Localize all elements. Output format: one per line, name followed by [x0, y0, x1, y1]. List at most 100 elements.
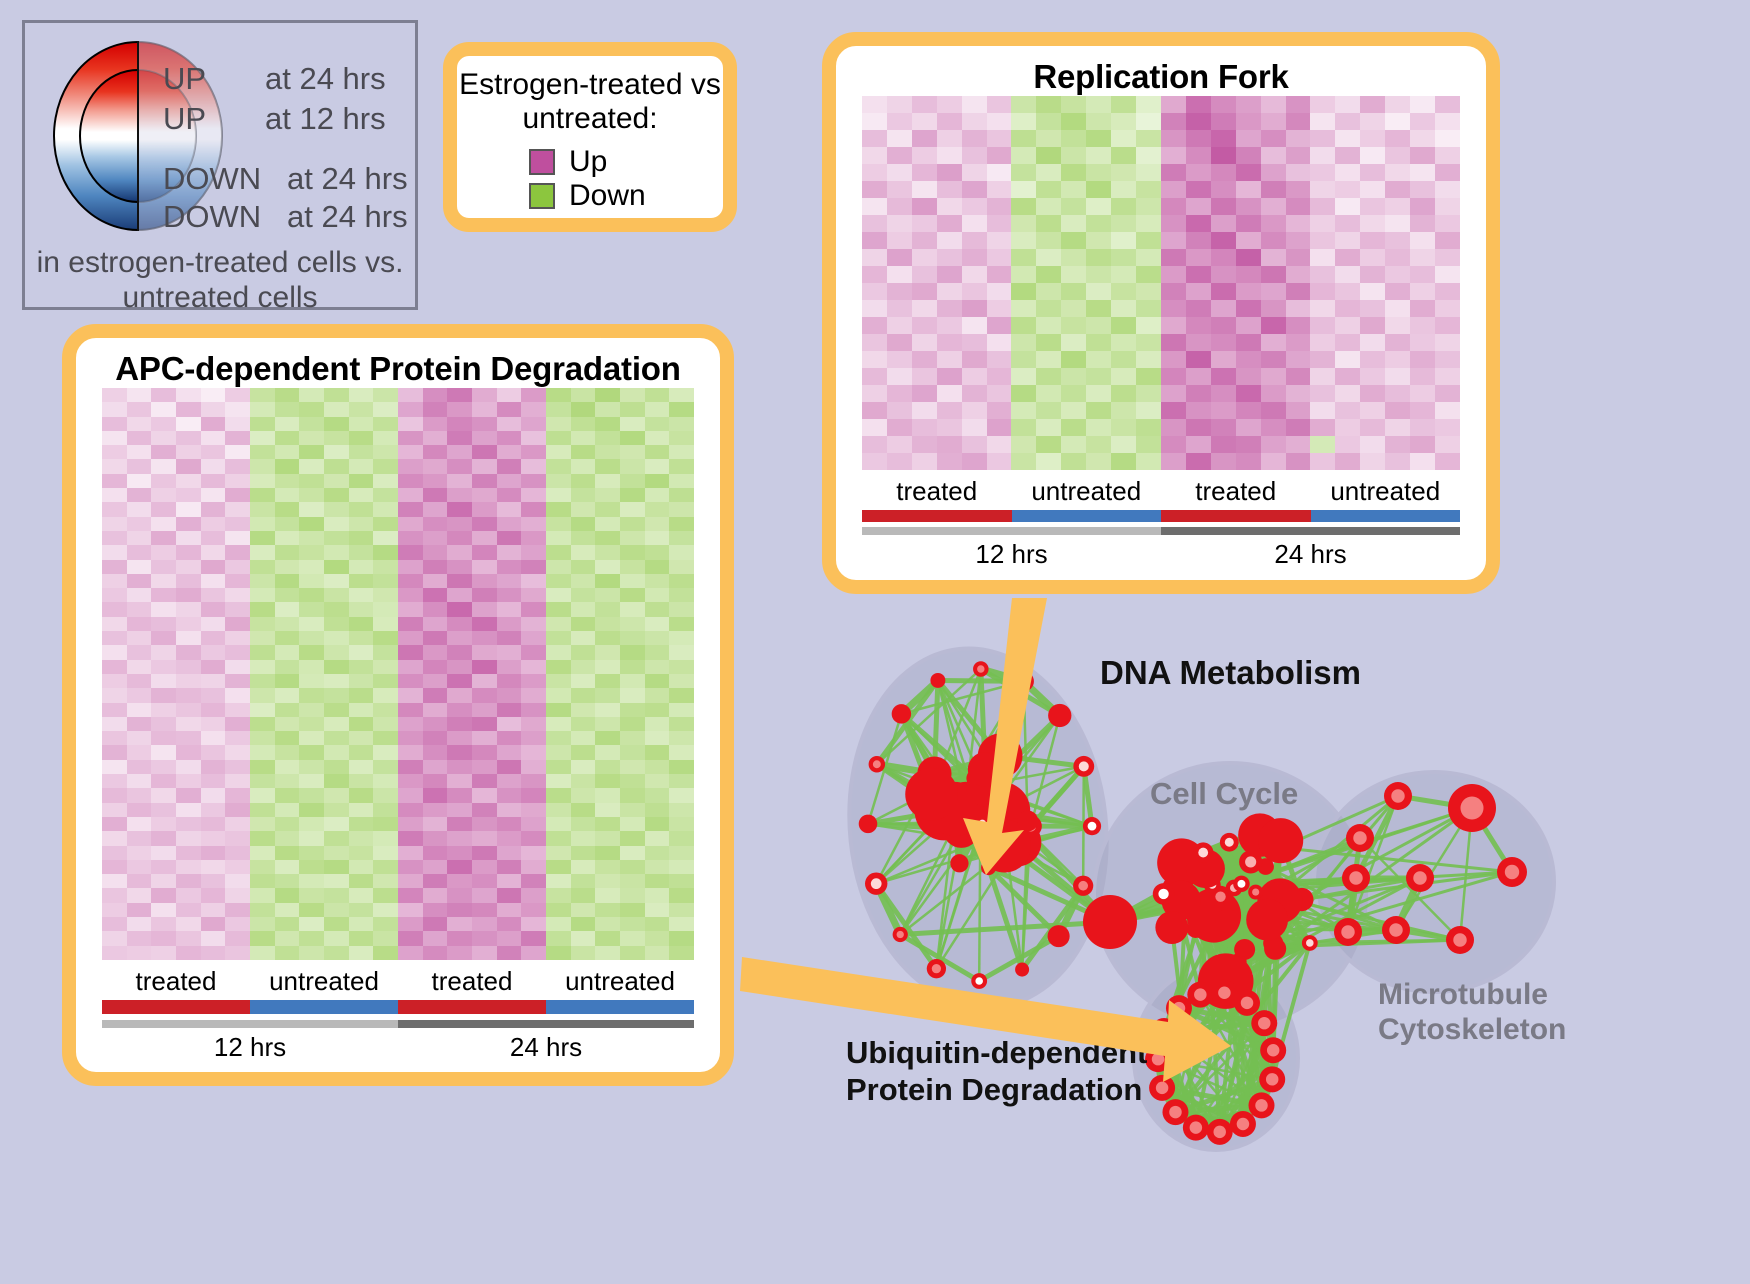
heatmap-cell — [1136, 181, 1161, 198]
heatmap-cell — [1086, 351, 1111, 368]
network-node[interactable] — [930, 673, 945, 688]
heatmap-cell — [987, 96, 1012, 113]
heatmap-cell — [250, 860, 275, 874]
heatmap-cell — [620, 874, 645, 888]
network-node[interactable] — [1264, 938, 1286, 960]
heatmap-cell — [225, 831, 250, 845]
apc-treatment-bar — [102, 1000, 694, 1014]
network-node[interactable] — [1017, 810, 1038, 831]
heatmap-cell — [571, 402, 596, 416]
heatmap-cell — [225, 674, 250, 688]
heatmap-cell — [447, 474, 472, 488]
heatmap-cell — [275, 388, 300, 402]
heatmap-cell — [1211, 385, 1236, 402]
heatmap-cell — [1036, 164, 1061, 181]
heatmap-cell — [447, 660, 472, 674]
heatmap-cell — [912, 300, 937, 317]
heatmap-cell — [299, 588, 324, 602]
network-node[interactable] — [950, 854, 968, 872]
network-node[interactable] — [1246, 899, 1288, 941]
heatmap-cell — [324, 388, 349, 402]
heatmap-cell — [275, 645, 300, 659]
heatmap-cell — [595, 445, 620, 459]
heatmap-cell — [1111, 198, 1136, 215]
heatmap-cell — [1036, 334, 1061, 351]
heatmap-cell — [1211, 283, 1236, 300]
heatmap-cell — [398, 459, 423, 473]
network-node[interactable] — [968, 752, 1003, 787]
network-node[interactable] — [1048, 704, 1071, 727]
apc-group-labels: treated untreated treated untreated — [102, 966, 694, 997]
network-node[interactable] — [1048, 925, 1070, 947]
heatmap-cell — [423, 431, 448, 445]
heatmap-cell — [299, 517, 324, 531]
heatmap-cell — [201, 917, 226, 931]
heatmap-cell — [1211, 266, 1236, 283]
network-node[interactable] — [981, 860, 996, 875]
network-node[interactable] — [1013, 671, 1034, 692]
network-node[interactable] — [905, 768, 958, 821]
heatmap-cell — [349, 574, 374, 588]
heatmap-cell — [887, 300, 912, 317]
heatmap-cell — [620, 560, 645, 574]
heatmap-cell — [1385, 147, 1410, 164]
heatmap-cell — [521, 660, 546, 674]
heatmap-cell — [1435, 130, 1460, 147]
heatmap-cell — [862, 147, 887, 164]
heatmap-cell — [620, 688, 645, 702]
network-node[interactable] — [1270, 881, 1287, 898]
heatmap-cell — [373, 888, 398, 902]
heatmap-cell — [398, 745, 423, 759]
heatmap-cell — [1385, 453, 1410, 470]
heatmap-cell — [546, 645, 571, 659]
heatmap-cell — [1261, 317, 1286, 334]
heatmap-cell — [250, 745, 275, 759]
heatmap-cell — [225, 788, 250, 802]
heatmap-cell — [1335, 453, 1360, 470]
network-node-core — [1198, 848, 1208, 858]
heatmap-cell — [373, 831, 398, 845]
heatmap-cell — [423, 645, 448, 659]
heatmap-cell — [1410, 96, 1435, 113]
network-node[interactable] — [1083, 895, 1137, 949]
network-node[interactable] — [1155, 911, 1188, 944]
heatmap-cell — [1161, 436, 1186, 453]
rf-group-label-3: untreated — [1311, 476, 1461, 507]
heatmap-cell — [1410, 402, 1435, 419]
heatmap-cell — [645, 831, 670, 845]
heatmap-cell — [1211, 453, 1236, 470]
heatmap-cell — [1061, 317, 1086, 334]
heatmap-cell — [1385, 232, 1410, 249]
heatmap-cell — [398, 431, 423, 445]
heatmap-cell — [447, 860, 472, 874]
heatmap-cell — [1261, 419, 1286, 436]
heatmap-cell — [324, 831, 349, 845]
heatmap-cell — [447, 502, 472, 516]
heatmap-cell — [299, 660, 324, 674]
heatmap-cell — [546, 803, 571, 817]
heatmap-cell — [275, 803, 300, 817]
heatmap-cell — [546, 703, 571, 717]
heatmap-cell — [151, 788, 176, 802]
network-node[interactable] — [892, 704, 911, 723]
heatmap-cell — [595, 731, 620, 745]
heatmap-cell — [1236, 283, 1261, 300]
network-node[interactable] — [1015, 963, 1029, 977]
heatmap-cell — [447, 817, 472, 831]
heatmap-cell — [299, 560, 324, 574]
heatmap-cell — [546, 760, 571, 774]
heatmap-cell — [201, 402, 226, 416]
heatmap-cell — [201, 860, 226, 874]
heatmap-cell — [669, 760, 694, 774]
heatmap-cell — [1036, 317, 1061, 334]
heatmap-cell — [571, 560, 596, 574]
heatmap-cell — [447, 417, 472, 431]
colorbar-center-axis — [137, 41, 139, 231]
heatmap-cell — [201, 931, 226, 945]
heatmap-cell — [962, 283, 987, 300]
network-node[interactable] — [859, 815, 878, 834]
network-node[interactable] — [1258, 818, 1303, 863]
network-node[interactable] — [1235, 940, 1252, 957]
network-node[interactable] — [1215, 909, 1239, 933]
heatmap-cell — [1061, 402, 1086, 419]
